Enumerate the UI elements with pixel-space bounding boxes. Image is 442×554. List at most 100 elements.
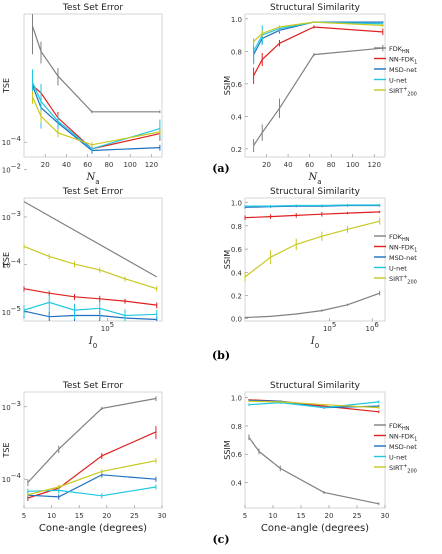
legend-label: SIRT+200 [389, 464, 417, 475]
chart-title: Structural Similarity [270, 381, 361, 391]
x-tick-label: 20 [41, 161, 50, 169]
series-SIRT_200 [23, 243, 158, 292]
series-line [244, 292, 380, 319]
x-tick-label: 100 [346, 161, 359, 169]
series-SIRT_200 [31, 90, 161, 148]
series-SIRT_200 [253, 21, 384, 45]
series-line [27, 397, 157, 483]
x-tick-label: 20 [102, 512, 111, 520]
series-FDK_HN [31, 14, 161, 114]
legend-label: MSD-net [389, 443, 417, 451]
legend-label: MSD-net [389, 66, 417, 74]
x-tick-label: 25 [130, 512, 139, 520]
chart-a-ssim: Structural Similarity 0.2 0.4 0.6 0.8 1.0 20 40… [223, 3, 386, 186]
x-tick-label: 80 [327, 161, 336, 169]
y-axis-label: SSIM [223, 440, 232, 460]
series-NN-FDK_1 [253, 25, 384, 84]
chart-title: Structural Similarity [270, 3, 361, 13]
series-FDK_HN [23, 201, 158, 278]
x-tick-label: 20 [262, 161, 271, 169]
y-tick-label: 0.8 [231, 48, 242, 56]
series-line [27, 431, 157, 499]
series-line [245, 204, 380, 207]
legend-label: SIRT+200 [389, 87, 417, 98]
series-line [23, 201, 158, 278]
legend-label: NN-FDK1 [389, 244, 417, 254]
series-line [23, 301, 157, 317]
chart-title: Test Set Error [62, 187, 123, 197]
y-tick-label: 0.8 [231, 423, 242, 431]
y-tick-label: 1.0 [231, 16, 242, 24]
y-tick-label: 1.0 [231, 200, 242, 208]
series-line [23, 310, 157, 321]
y-axis-label: SSIM [223, 250, 232, 270]
legend-label: SIRT+200 [389, 275, 417, 286]
x-tick-label: 80 [104, 161, 113, 169]
y-tick-label: 0.4 [231, 480, 243, 488]
plot-frame [23, 391, 163, 509]
caption-c: (c) [212, 533, 230, 546]
x-axis-label: I0 [310, 336, 319, 350]
series-NN-FDK_1 [244, 210, 381, 221]
x-tick-label: 60 [83, 161, 92, 169]
x-tick-label: 15 [297, 512, 306, 520]
x-tick-label: 30 [381, 512, 390, 520]
x-axis-label: Na [307, 172, 321, 186]
x-tick-label: 25 [353, 512, 362, 520]
caption-a: (a) [212, 162, 230, 175]
y-tick-label: 10−5 [2, 305, 21, 317]
series-line [27, 460, 157, 496]
series-line [23, 288, 157, 306]
caption-b: (b) [211, 349, 231, 362]
x-tick-label: 10 [47, 512, 56, 520]
x-tick-label: 100 [123, 161, 136, 169]
x-tick-label: 5 [243, 512, 247, 520]
chart-title: Test Set Error [62, 3, 123, 13]
series-U-net [23, 294, 158, 321]
x-axis-label: Cone-angle (degrees) [39, 523, 147, 534]
series-line [23, 245, 157, 290]
legend-label: FDKHN [389, 45, 410, 55]
x-tick-label: 120 [145, 161, 158, 169]
legend-label: NN-FDK1 [389, 56, 417, 66]
legend-label: U-net [389, 454, 407, 462]
series-line [27, 474, 156, 498]
series-MSD-net [27, 472, 157, 500]
series-FDK_HN [27, 396, 157, 487]
chart-title: Test Set Error [62, 381, 123, 391]
legend-label: U-net [389, 77, 407, 85]
series-FDK_HN [244, 290, 381, 319]
y-tick-label: 0.6 [231, 451, 243, 459]
x-tick-label: 105 [323, 321, 336, 333]
y-tick-label: 0.6 [231, 246, 243, 254]
series-line [244, 211, 380, 219]
legend-label: FDKHN [389, 422, 410, 432]
y-tick-label: 10−3 [2, 400, 21, 412]
chart-a-tse: Test Set Error 10−4 20 40 60 80 100 120 Na TSE [2, 3, 163, 186]
legend-label: U-net [389, 265, 407, 273]
series-SIRT_200 [27, 458, 157, 497]
y-tick-label: 0.4 [231, 113, 243, 121]
y-tick-label: 10−3 [2, 210, 21, 222]
y-axis-label: SSIM [223, 76, 232, 96]
y-axis-label: TSE [2, 442, 11, 458]
x-tick-label: 15 [75, 512, 84, 520]
y-tick-label: 0.4 [231, 269, 243, 277]
plot-frame [23, 197, 163, 322]
chart-title: Structural Similarity [270, 187, 361, 197]
x-tick-label: 40 [284, 161, 293, 169]
y-tick-label: 10−4 [2, 135, 22, 147]
x-tick-label: 10 [269, 512, 278, 520]
x-tick-label: 106 [365, 321, 379, 333]
x-tick-label: 5 [22, 512, 26, 520]
legend-label: NN-FDK1 [389, 433, 417, 443]
x-tick-label: 105 [101, 321, 114, 333]
series-line [244, 220, 380, 278]
y-tick-label: 0.0 [231, 316, 242, 324]
series-FDK_HN [248, 434, 380, 506]
y-tick-label: 0.8 [231, 223, 242, 231]
